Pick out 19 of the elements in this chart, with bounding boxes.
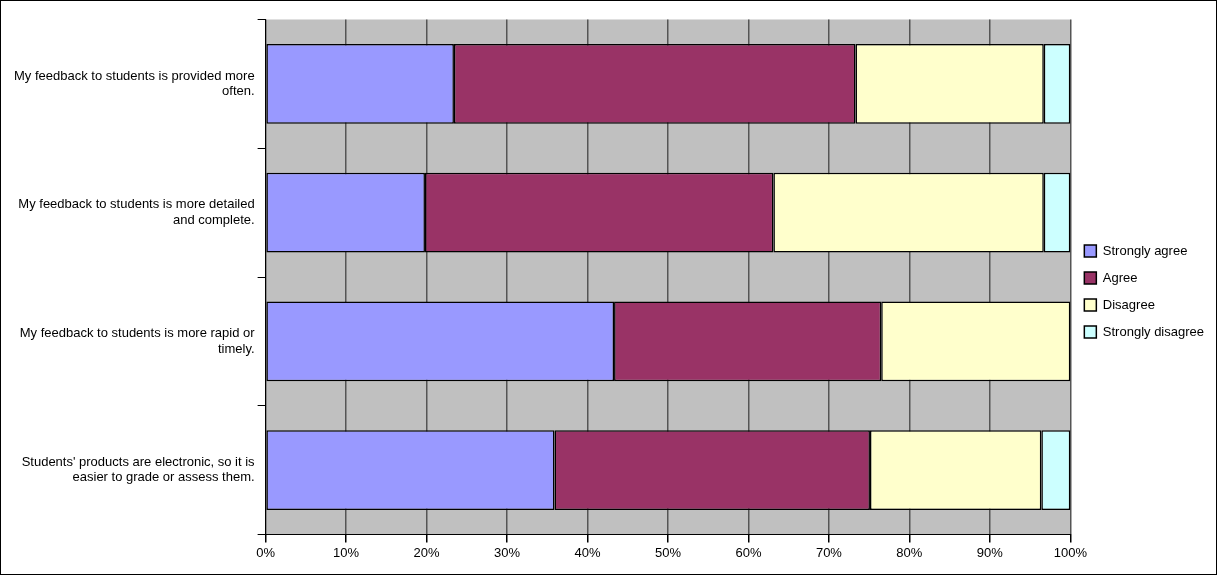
x-tick-label: 70% — [815, 544, 843, 560]
x-tick-label: 30% — [494, 544, 521, 560]
y-tick-label: My feedback to students is provided more often. — [14, 67, 255, 99]
x-tick-label: 40% — [574, 544, 601, 560]
y-tick-label: My feedback to students is more rapid or timely. — [19, 325, 256, 356]
legend-label: Strongly disagree — [1102, 323, 1204, 339]
y-tick-label: Students' products are electronic, so it is easier to grade or assess them. — [21, 453, 256, 485]
legend-label: Agree — [1102, 269, 1138, 285]
x-tick-label: 90% — [976, 544, 1004, 560]
x-tick-label: 80% — [896, 544, 923, 560]
x-tick-label: 10% — [333, 544, 360, 560]
legend-label: Disagree — [1102, 296, 1155, 312]
x-tick-label: 60% — [735, 544, 762, 560]
x-tick-label: 20% — [413, 544, 441, 560]
legend-label: Strongly agree — [1102, 242, 1188, 258]
x-tick-label: 50% — [654, 544, 682, 560]
x-tick-label: 0% — [256, 544, 276, 560]
x-tick-label: 100% — [1053, 544, 1088, 560]
y-tick-label: My feedback to students is more detailed and complete. — [18, 196, 255, 228]
